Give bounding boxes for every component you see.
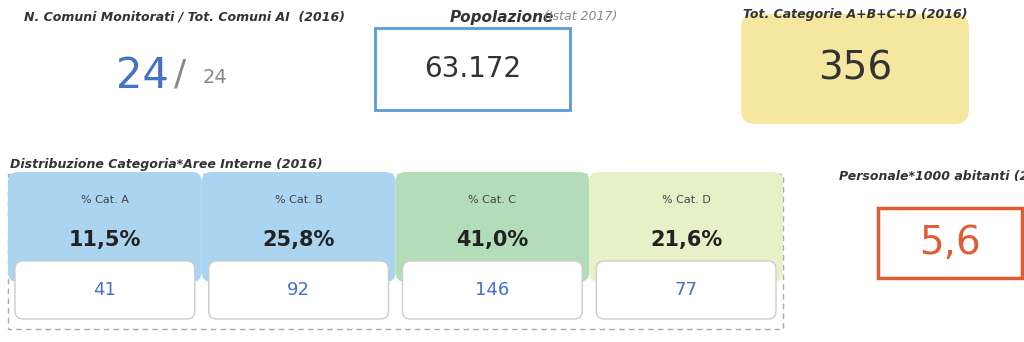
FancyBboxPatch shape — [202, 172, 395, 282]
Text: 92: 92 — [287, 281, 310, 299]
Text: 63.172: 63.172 — [424, 55, 521, 83]
Text: Distribuzione Categoria*Aree Interne (2016): Distribuzione Categoria*Aree Interne (20… — [10, 158, 323, 171]
FancyBboxPatch shape — [741, 14, 969, 124]
Text: 11,5%: 11,5% — [69, 230, 141, 250]
Text: Personale*1000 abitanti (2016): Personale*1000 abitanti (2016) — [840, 170, 1024, 183]
FancyBboxPatch shape — [596, 261, 776, 319]
FancyBboxPatch shape — [402, 261, 583, 319]
Text: 5,6: 5,6 — [920, 224, 981, 262]
Text: 25,8%: 25,8% — [262, 230, 335, 250]
Text: 41: 41 — [93, 281, 117, 299]
Text: % Cat. B: % Cat. B — [274, 195, 323, 205]
Text: (Istat 2017): (Istat 2017) — [540, 10, 617, 23]
Text: 77: 77 — [675, 281, 697, 299]
Text: % Cat. C: % Cat. C — [468, 195, 516, 205]
FancyBboxPatch shape — [375, 28, 570, 110]
Text: % Cat. A: % Cat. A — [81, 195, 129, 205]
Text: 41,0%: 41,0% — [457, 230, 528, 250]
Text: Popolazione: Popolazione — [450, 10, 554, 25]
Text: 24: 24 — [116, 55, 168, 97]
Text: 356: 356 — [818, 50, 892, 88]
Text: 146: 146 — [475, 281, 510, 299]
FancyBboxPatch shape — [878, 208, 1022, 278]
Text: 21,6%: 21,6% — [650, 230, 722, 250]
Text: /: / — [174, 58, 186, 92]
FancyBboxPatch shape — [209, 261, 388, 319]
FancyBboxPatch shape — [8, 174, 783, 329]
FancyBboxPatch shape — [589, 172, 783, 282]
Text: Tot. Categorie A+B+C+D (2016): Tot. Categorie A+B+C+D (2016) — [742, 8, 968, 21]
Text: N. Comuni Monitorati / Tot. Comuni AI  (2016): N. Comuni Monitorati / Tot. Comuni AI (2… — [25, 10, 345, 23]
Text: 24: 24 — [203, 68, 227, 87]
Text: % Cat. D: % Cat. D — [662, 195, 711, 205]
FancyBboxPatch shape — [395, 172, 589, 282]
FancyBboxPatch shape — [8, 172, 202, 282]
FancyBboxPatch shape — [15, 261, 195, 319]
